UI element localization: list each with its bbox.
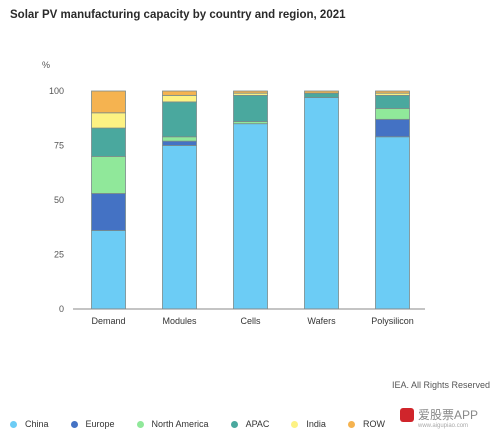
legend-swatch <box>136 420 144 428</box>
legend-item: India <box>291 419 326 429</box>
bar-segment-europe-modules <box>162 140 197 146</box>
legend-swatch <box>10 420 17 428</box>
x-tick-label: Cells <box>240 316 261 326</box>
bar-segment-row-polysilicon <box>375 90 410 94</box>
bar-segment-apac-polysilicon <box>375 94 410 109</box>
y-axis-unit: % <box>42 60 50 70</box>
watermark-text: 爱股票APP <box>418 408 479 422</box>
legend-item: Europe <box>70 419 115 429</box>
chart-title: Solar PV manufacturing capacity by count… <box>10 9 346 21</box>
watermark-url: www.aigupiao.com <box>418 423 469 429</box>
legend-item: China <box>10 419 49 429</box>
legend-label: Europe <box>85 419 115 429</box>
watermark: 爱股票APP www.aigupiao.com <box>400 405 496 435</box>
y-tick-label: 75 <box>54 141 64 151</box>
y-tick-label: 25 <box>54 250 64 260</box>
legend: China Europe North America APAC India ROW <box>10 419 407 429</box>
bar-segment-china-demand <box>91 230 126 310</box>
legend-label: North America <box>151 419 209 429</box>
bar-segment-row-demand <box>91 90 126 114</box>
bar-segment-china-cells <box>233 123 268 310</box>
bar-segment-china-wafers <box>304 97 339 310</box>
bar-segment-apac-wafers <box>304 92 339 98</box>
legend-label: ROW <box>362 419 385 429</box>
bar-segment-india-modules <box>162 94 197 103</box>
bar-segment-china-polysilicon <box>375 136 410 310</box>
legend-label: India <box>306 419 326 429</box>
bar-segment-europe-demand <box>91 193 126 231</box>
x-tick-label: Polysilicon <box>371 316 414 326</box>
legend-swatch <box>230 420 238 428</box>
bar-segment-apac-cells <box>233 94 268 122</box>
bar-segment-north-america-modules <box>162 136 197 142</box>
y-tick-label: 0 <box>59 304 64 314</box>
bar-segment-row-wafers <box>304 90 339 94</box>
bar-segment-north-america-polysilicon <box>375 108 410 120</box>
x-tick-label: Wafers <box>307 316 336 326</box>
bar-segment-china-modules <box>162 145 197 310</box>
x-tick-label: Modules <box>162 316 197 326</box>
y-tick-label: 50 <box>54 195 64 205</box>
watermark-logo-icon <box>400 408 414 422</box>
legend-item: ROW <box>347 419 385 429</box>
source-credit: IEA. All Rights Reserved <box>391 380 490 390</box>
legend-swatch <box>70 420 78 428</box>
bar-segment-europe-polysilicon <box>375 118 410 138</box>
legend-label: APAC <box>245 419 270 429</box>
legend-swatch <box>347 420 355 428</box>
legend-label: China <box>25 419 49 429</box>
y-tick-label: 100 <box>49 86 64 96</box>
bar-segment-row-modules <box>162 90 197 96</box>
legend-swatch <box>291 420 299 428</box>
legend-item: APAC <box>230 419 270 429</box>
legend-item: North America <box>136 419 209 429</box>
bar-segment-india-demand <box>91 112 126 129</box>
bar-segment-row-cells <box>233 90 268 94</box>
x-tick-label: Demand <box>91 316 125 326</box>
bar-segment-apac-demand <box>91 127 126 157</box>
bar-segment-apac-modules <box>162 101 197 138</box>
bar-segment-north-america-demand <box>91 155 126 194</box>
